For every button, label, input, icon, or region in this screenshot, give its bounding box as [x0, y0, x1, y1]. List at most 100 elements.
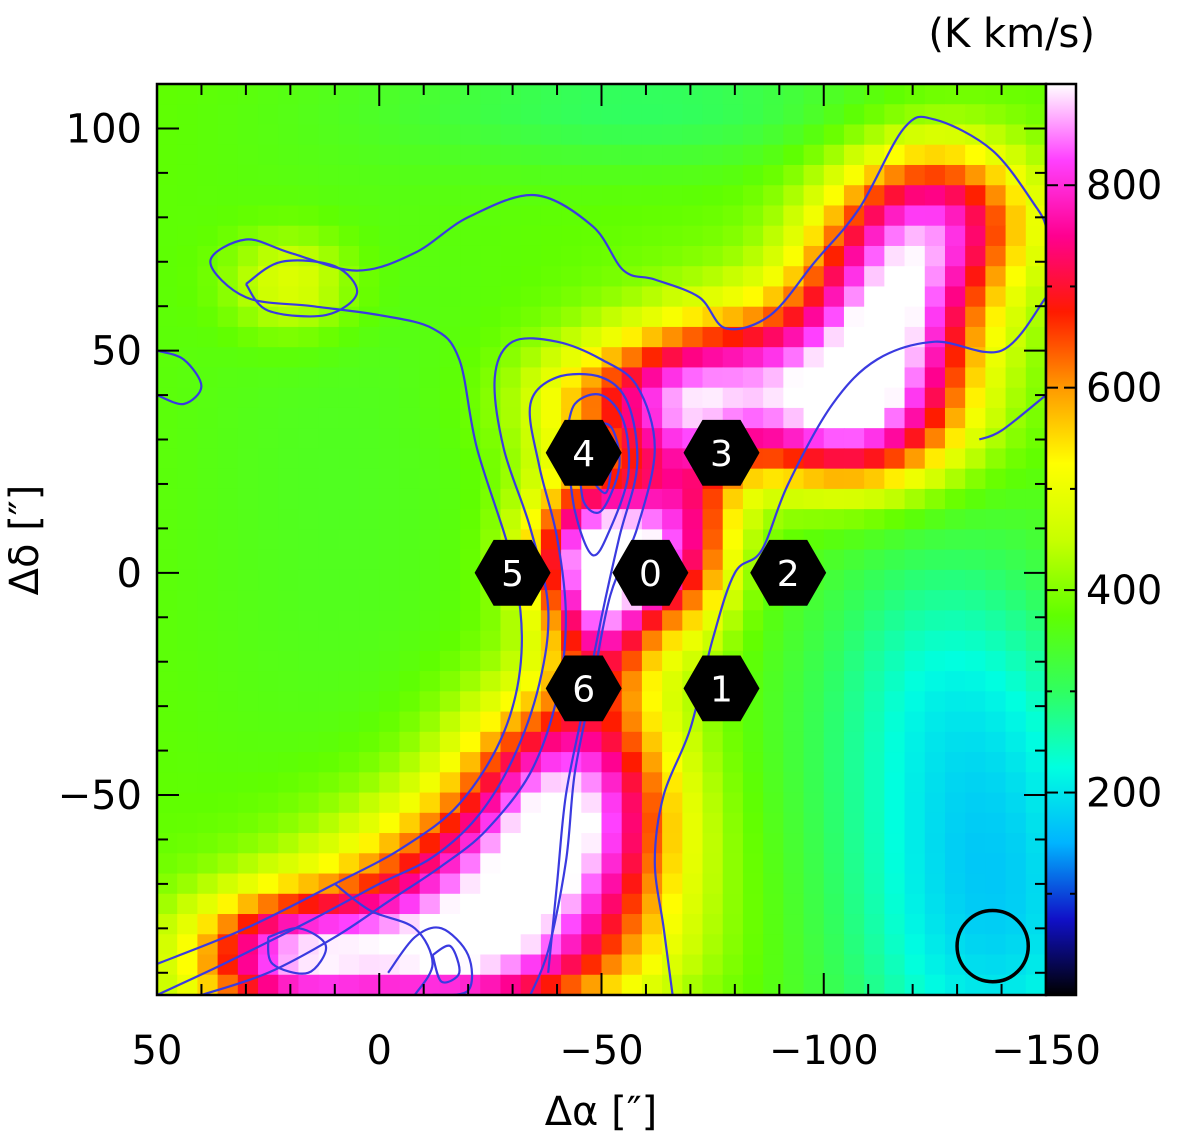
heatmap-cell [742, 590, 764, 611]
heatmap-cell [318, 650, 340, 672]
heatmap-cell [864, 205, 885, 227]
heatmap-cell [561, 245, 582, 267]
heatmap-cell [157, 853, 178, 875]
heatmap-cell [480, 772, 502, 794]
heatmap-cell [197, 468, 219, 490]
heatmap-cell [985, 873, 1007, 895]
heatmap-cell [1005, 833, 1027, 854]
heatmap-cell [581, 569, 603, 591]
heatmap-cell [985, 772, 1007, 794]
heatmap-cell [641, 387, 663, 409]
heatmap-cell [419, 286, 441, 308]
heatmap-cell [419, 367, 441, 389]
heatmap-cell [157, 792, 178, 814]
heatmap-cell [843, 812, 865, 834]
heatmap-cell [621, 610, 643, 632]
heatmap-cell [258, 711, 279, 733]
heatmap-cell [1025, 286, 1046, 308]
heatmap-cell [258, 650, 279, 672]
heatmap-cell [944, 569, 966, 591]
heatmap-cell [944, 731, 966, 753]
heatmap-cell [278, 164, 300, 186]
heatmap-cell [601, 954, 623, 976]
heatmap-cell [581, 286, 603, 308]
heatmap-cell [581, 812, 603, 834]
heatmap-cell [823, 84, 845, 105]
heatmap-cell [338, 205, 360, 227]
heatmap-cell [763, 792, 784, 814]
heatmap-cell [722, 893, 744, 915]
heatmap-cell [904, 367, 926, 389]
heatmap-cell [803, 792, 825, 814]
heatmap-cell [722, 731, 744, 753]
heatmap-cell [1005, 225, 1027, 247]
heatmap-cell [237, 185, 259, 207]
heatmap-cell [460, 185, 481, 207]
heatmap-cell [581, 266, 603, 288]
heatmap-cell [783, 428, 805, 449]
position-marker-label: 6 [572, 669, 595, 710]
heatmap-cell [944, 367, 966, 389]
heatmap-cell [217, 792, 239, 814]
heatmap-cell [601, 104, 623, 126]
heatmap-cell [864, 914, 885, 935]
heatmap-cell [985, 428, 1007, 449]
heatmap-cell [763, 326, 784, 348]
heatmap-cell [1005, 873, 1027, 895]
heatmap-cell [985, 164, 1007, 186]
heatmap-cell [864, 245, 885, 267]
heatmap-cell [278, 225, 300, 247]
heatmap-cell [783, 104, 805, 126]
heatmap-cell [399, 104, 421, 126]
heatmap-cell [318, 934, 340, 956]
heatmap-cell [278, 468, 300, 490]
heatmap-cell [439, 448, 461, 470]
heatmap-cell [641, 306, 663, 328]
heatmap-cell [1025, 529, 1046, 551]
heatmap-cell [803, 144, 825, 166]
heatmap-cell [157, 84, 178, 105]
heatmap-cell [965, 671, 986, 692]
heatmap-cell [278, 488, 300, 510]
heatmap-cell [399, 691, 421, 713]
heatmap-cell [217, 326, 239, 348]
heatmap-cell [359, 812, 380, 834]
heatmap-cell [621, 124, 643, 146]
heatmap-cell [439, 286, 461, 308]
heatmap-cell [500, 124, 522, 146]
heatmap-cell [480, 509, 502, 530]
heatmap-cell [823, 185, 845, 207]
heatmap-cell [298, 266, 320, 288]
heatmap-cell [803, 914, 825, 935]
heatmap-cell [439, 934, 461, 956]
heatmap-cell [480, 630, 502, 652]
heatmap-cell [904, 954, 926, 976]
heatmap-cell [1025, 893, 1046, 915]
heatmap-cell [621, 144, 643, 166]
heatmap-cell [1005, 893, 1027, 915]
heatmap-cell [823, 630, 845, 652]
heatmap-cell [237, 367, 259, 389]
heatmap-cell [985, 954, 1007, 976]
heatmap-cell [460, 731, 481, 753]
heatmap-cell [884, 893, 906, 915]
heatmap-cell [581, 954, 603, 976]
heatmap-cell [843, 164, 865, 186]
heatmap-cell [318, 772, 340, 794]
heatmap-cell [480, 448, 502, 470]
heatmap-cell [884, 286, 906, 308]
heatmap-cell [237, 104, 259, 126]
heatmap-cell [399, 468, 421, 490]
heatmap-cell [682, 306, 704, 328]
y-tick-label: 0 [117, 551, 142, 597]
heatmap-cell [439, 124, 461, 146]
heatmap-cell [823, 286, 845, 308]
heatmap-cell [864, 347, 885, 369]
heatmap-cell [843, 731, 865, 753]
heatmap-cell [419, 468, 441, 490]
heatmap-cell [399, 569, 421, 591]
heatmap-cell [843, 671, 865, 692]
heatmap-cell [338, 691, 360, 713]
heatmap-cell [359, 833, 380, 854]
heatmap-cell [237, 347, 259, 369]
